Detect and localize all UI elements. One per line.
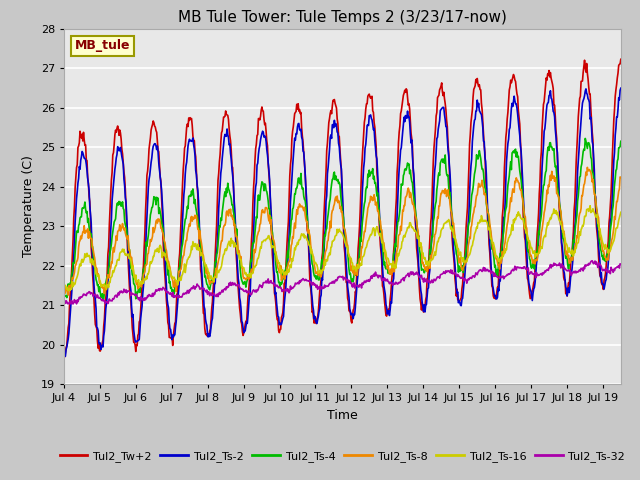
- Tul2_Ts-8: [540, 210, 548, 216]
- Tul2_Ts-16: [415, 240, 423, 246]
- Tul2_Tw+2: [60, 348, 68, 354]
- Tul2_Ts-32: [384, 278, 392, 284]
- Tul2_Ts-16: [617, 209, 625, 215]
- Tul2_Ts-4: [617, 138, 625, 144]
- Tul2_Ts-8: [384, 262, 392, 268]
- Tul2_Tw+2: [95, 341, 102, 347]
- Tul2_Ts-2: [540, 128, 548, 134]
- Tul2_Ts-16: [586, 203, 594, 209]
- Tul2_Ts-8: [584, 165, 591, 170]
- Line: Tul2_Tw+2: Tul2_Tw+2: [64, 60, 621, 357]
- Tul2_Ts-32: [95, 295, 102, 301]
- Tul2_Ts-2: [60, 348, 68, 353]
- Tul2_Ts-16: [65, 288, 72, 293]
- Tul2_Ts-32: [60, 297, 68, 303]
- Line: Tul2_Ts-4: Tul2_Ts-4: [64, 138, 621, 300]
- Tul2_Ts-2: [95, 340, 102, 346]
- Tul2_Ts-4: [384, 270, 392, 276]
- Tul2_Ts-2: [61, 353, 69, 359]
- Tul2_Ts-4: [60, 292, 68, 298]
- X-axis label: Time: Time: [327, 408, 358, 421]
- Y-axis label: Temperature (C): Temperature (C): [22, 156, 35, 257]
- Tul2_Ts-16: [384, 255, 392, 261]
- Tul2_Ts-16: [540, 234, 548, 240]
- Line: Tul2_Ts-16: Tul2_Ts-16: [64, 206, 621, 290]
- Tul2_Ts-2: [415, 274, 423, 279]
- Tul2_Ts-4: [540, 182, 548, 188]
- Tul2_Ts-4: [94, 282, 102, 288]
- Tul2_Ts-32: [399, 276, 406, 282]
- Tul2_Ts-4: [399, 182, 406, 188]
- Tul2_Tw+2: [540, 99, 548, 105]
- Tul2_Tw+2: [617, 57, 625, 62]
- Tul2_Ts-2: [399, 129, 406, 135]
- Tul2_Ts-32: [540, 270, 548, 276]
- Tul2_Tw+2: [483, 200, 491, 206]
- Tul2_Ts-32: [483, 266, 491, 272]
- Tul2_Ts-4: [99, 297, 107, 303]
- Legend: Tul2_Tw+2, Tul2_Ts-2, Tul2_Ts-4, Tul2_Ts-8, Tul2_Ts-16, Tul2_Ts-32: Tul2_Tw+2, Tul2_Ts-2, Tul2_Ts-4, Tul2_Ts…: [55, 446, 630, 466]
- Tul2_Ts-4: [581, 135, 589, 141]
- Tul2_Tw+2: [384, 306, 392, 312]
- Tul2_Ts-8: [483, 203, 491, 209]
- Tul2_Tw+2: [399, 97, 406, 103]
- Line: Tul2_Ts-8: Tul2_Ts-8: [64, 168, 621, 295]
- Tul2_Ts-8: [617, 174, 625, 180]
- Line: Tul2_Ts-2: Tul2_Ts-2: [64, 88, 621, 356]
- Tul2_Ts-8: [65, 292, 72, 298]
- Tul2_Ts-2: [384, 309, 392, 314]
- Tul2_Ts-8: [399, 207, 406, 213]
- Tul2_Ts-4: [415, 246, 423, 252]
- Title: MB Tule Tower: Tule Temps 2 (3/23/17-now): MB Tule Tower: Tule Temps 2 (3/23/17-now…: [178, 10, 507, 25]
- Tul2_Ts-32: [588, 258, 596, 264]
- Tul2_Ts-16: [95, 272, 102, 278]
- Tul2_Ts-32: [617, 262, 625, 267]
- Tul2_Tw+2: [61, 354, 68, 360]
- Tul2_Tw+2: [415, 286, 423, 291]
- Tul2_Ts-32: [415, 275, 423, 280]
- Line: Tul2_Ts-32: Tul2_Ts-32: [64, 261, 621, 304]
- Tul2_Ts-2: [617, 85, 625, 91]
- Tul2_Ts-16: [483, 219, 491, 225]
- Tul2_Ts-16: [60, 282, 68, 288]
- Text: MB_tule: MB_tule: [75, 39, 131, 52]
- Tul2_Ts-2: [483, 191, 491, 196]
- Tul2_Ts-8: [415, 243, 423, 249]
- Tul2_Ts-8: [95, 274, 102, 280]
- Tul2_Ts-32: [69, 301, 77, 307]
- Tul2_Ts-16: [399, 238, 406, 244]
- Tul2_Ts-4: [483, 205, 491, 211]
- Tul2_Ts-8: [60, 282, 68, 288]
